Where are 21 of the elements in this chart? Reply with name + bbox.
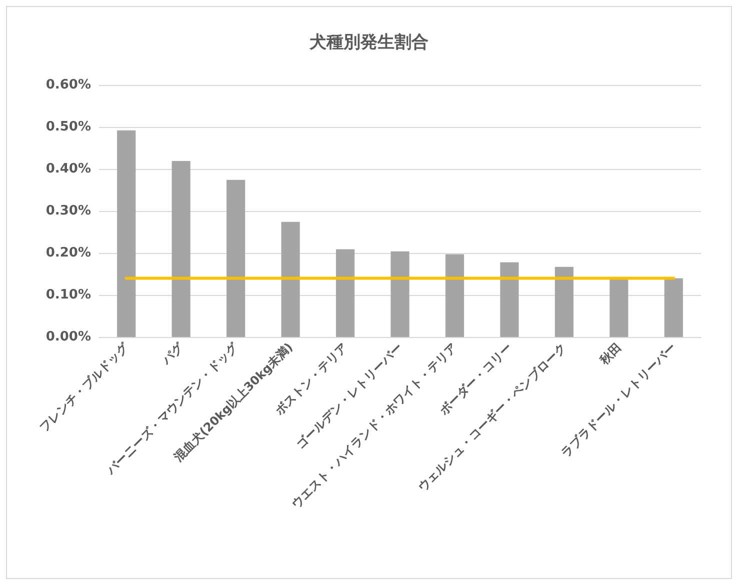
bar — [445, 254, 464, 337]
bar — [226, 180, 246, 337]
bar — [390, 251, 410, 337]
bar — [664, 278, 683, 337]
y-tick-label: 0.40% — [46, 162, 91, 176]
y-tick-label: 0.50% — [46, 120, 91, 134]
y-tick-label: 0.20% — [46, 246, 91, 260]
bar — [281, 222, 300, 337]
bar — [172, 161, 190, 337]
y-tick-label: 0.60% — [46, 78, 91, 92]
x-tick-label: 秋田 — [596, 340, 624, 368]
y-tick-label: 0.10% — [46, 288, 91, 302]
bar — [554, 266, 574, 337]
chart-title: 犬種別発生割合 — [308, 32, 428, 52]
bar — [336, 249, 355, 337]
bar — [117, 130, 136, 337]
x-tick-label: パグ — [158, 339, 187, 368]
y-tick-label: 0.30% — [46, 204, 91, 218]
bar — [610, 278, 628, 337]
bar — [500, 262, 519, 337]
y-tick-label: 0.00% — [46, 330, 91, 344]
